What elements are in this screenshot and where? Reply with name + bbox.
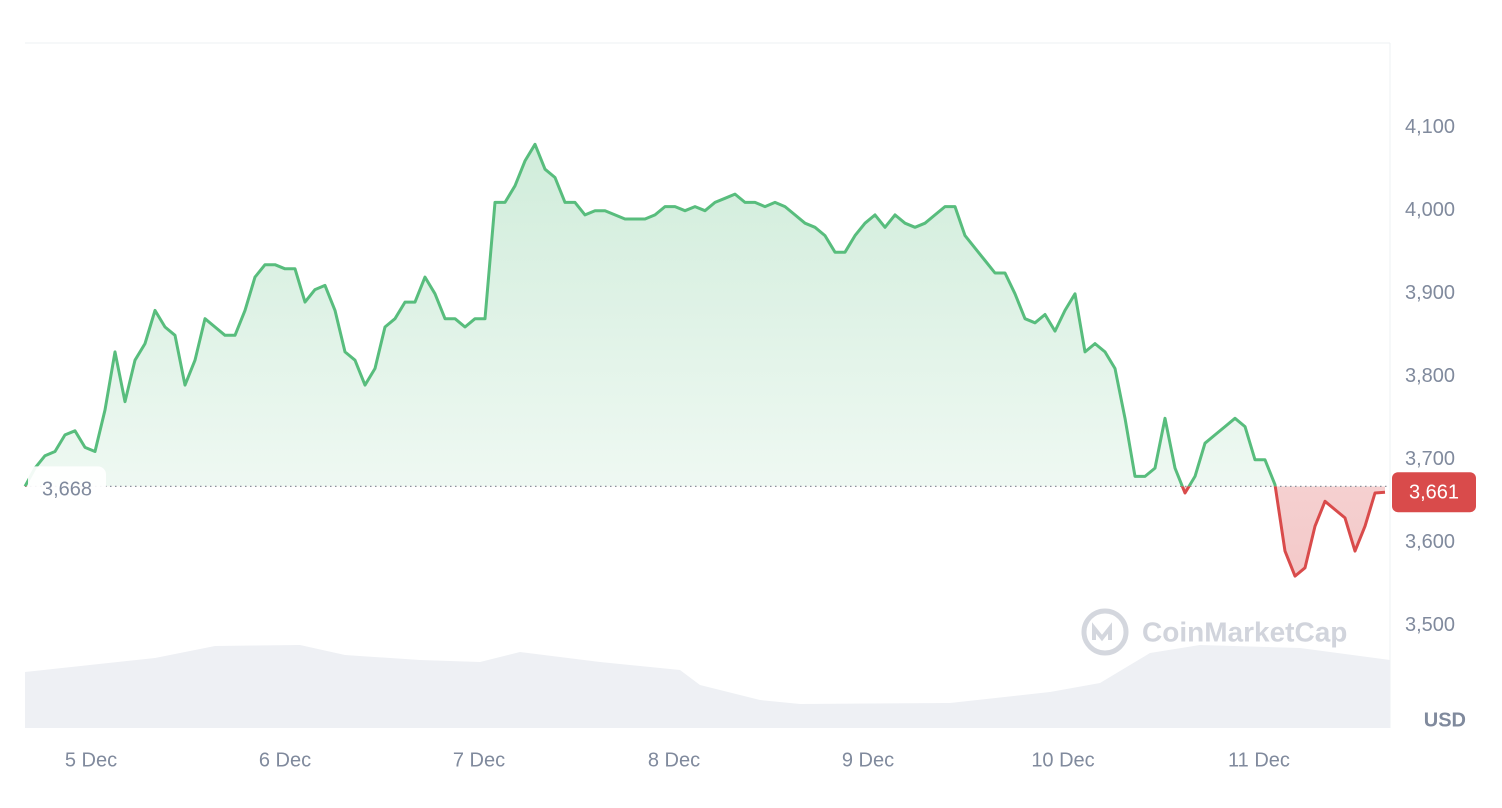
x-tick-label: 9 Dec (842, 749, 894, 771)
volume-area (25, 645, 1390, 728)
price-line-up (23, 142, 1277, 487)
y-unit: USD (1424, 709, 1466, 731)
y-tick-label: 4,100 (1405, 116, 1455, 138)
x-tick-label: 8 Dec (648, 749, 700, 771)
y-tick-label: 3,800 (1405, 365, 1455, 387)
x-tick-label: 7 Dec (453, 749, 505, 771)
last-price-label: 3,661 (1409, 481, 1459, 503)
x-tick-label: 6 Dec (259, 749, 311, 771)
x-tick-label: 11 Dec (1228, 749, 1290, 771)
y-tick-label: 3,500 (1405, 614, 1455, 636)
x-tick-label: 5 Dec (65, 749, 117, 771)
baseline-label-box (28, 466, 106, 507)
x-tick-label: 10 Dec (1031, 749, 1094, 771)
last-price-box (1392, 472, 1476, 513)
y-tick-label: 3,900 (1405, 282, 1455, 304)
watermark-text: CoinMarketCap (1142, 616, 1347, 647)
y-tick-label: 3,600 (1405, 531, 1455, 553)
watermark: CoinMarketCap (1081, 608, 1347, 656)
baseline-label: 3,668 (42, 479, 92, 501)
y-tick-label: 3,700 (1405, 448, 1455, 470)
y-tick-label: 4,000 (1405, 199, 1455, 221)
